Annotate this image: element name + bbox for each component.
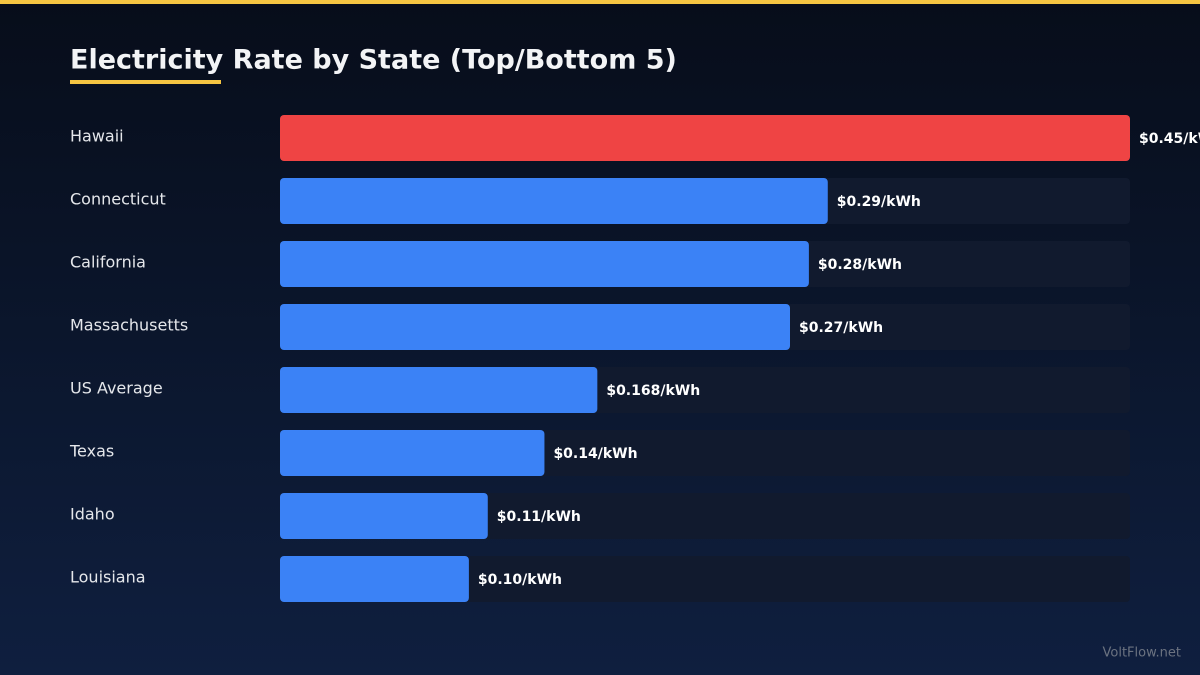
category-label: Hawaii (70, 127, 124, 146)
bar (280, 241, 809, 287)
value-label: $0.11/kWh (497, 509, 581, 525)
value-label: $0.45/kWh (1139, 131, 1200, 147)
bar-track (280, 493, 1130, 539)
title-underline (70, 80, 221, 84)
top-accent (0, 0, 1200, 4)
bar-track (280, 556, 1130, 602)
bar (280, 367, 598, 413)
category-label: Louisiana (70, 568, 146, 587)
category-label: Massachusetts (70, 316, 188, 335)
chart-title: Electricity Rate by State (Top/Bottom 5) (70, 45, 677, 76)
value-label: $0.14/kWh (553, 446, 637, 462)
value-label: $0.29/kWh (837, 194, 921, 210)
category-label: Idaho (70, 505, 115, 524)
category-label: US Average (70, 379, 163, 398)
value-label: $0.27/kWh (799, 320, 883, 336)
category-label: Texas (69, 442, 114, 461)
bar (280, 430, 545, 476)
bar (280, 304, 790, 350)
category-label: Connecticut (70, 190, 166, 209)
value-label: $0.10/kWh (478, 572, 562, 588)
category-label: California (70, 253, 146, 272)
value-label: $0.168/kWh (606, 383, 700, 399)
source: VoltFlow.net (1103, 646, 1182, 661)
value-label: $0.28/kWh (818, 257, 902, 273)
bar (280, 115, 1130, 161)
bar (280, 493, 488, 539)
bar (280, 556, 469, 602)
bar (280, 178, 828, 224)
